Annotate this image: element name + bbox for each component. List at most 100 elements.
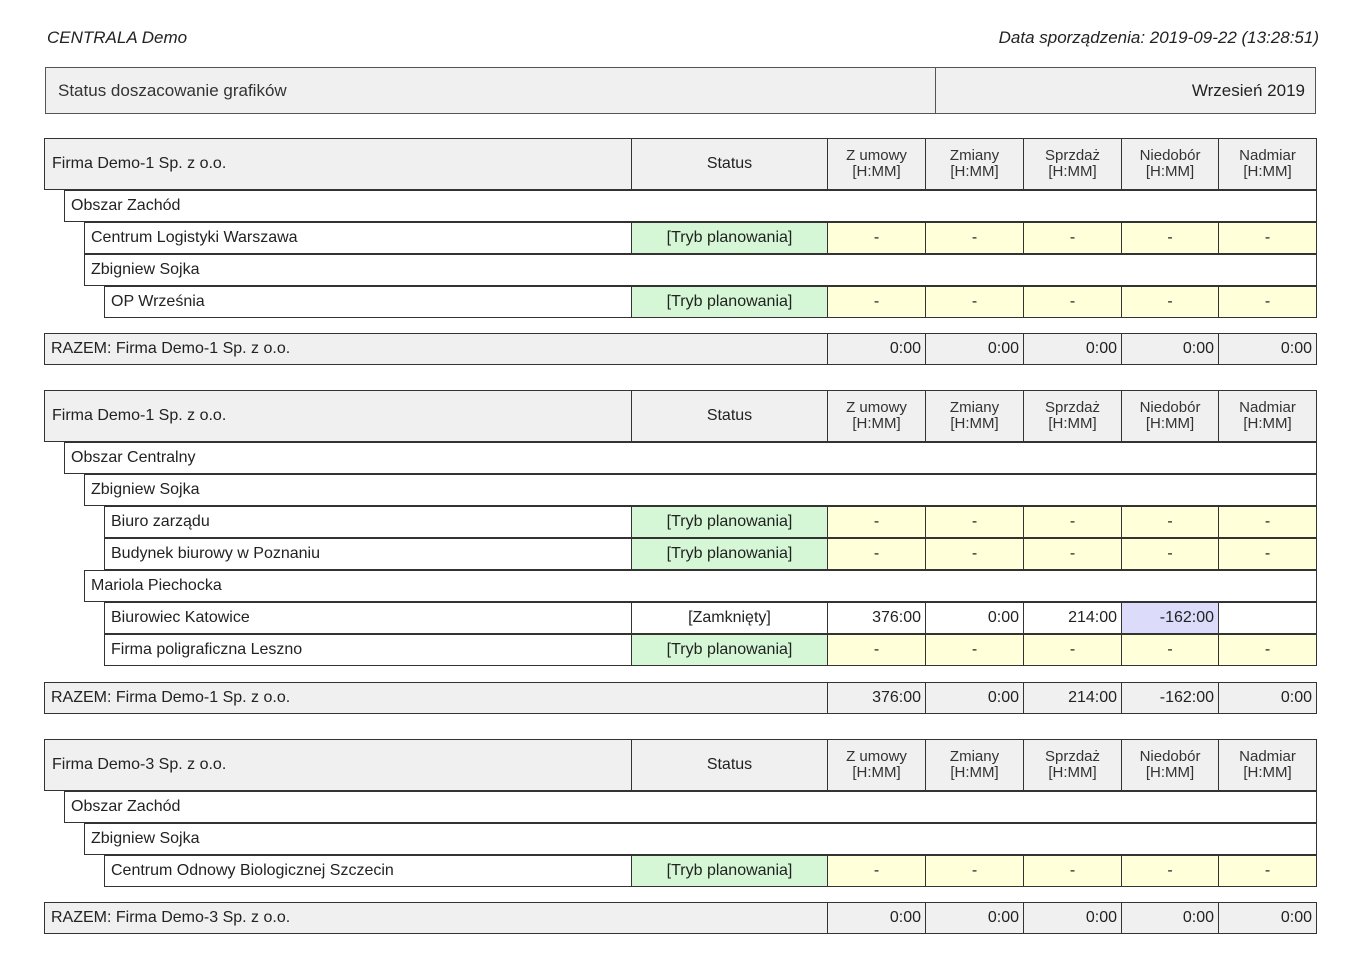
- col-niedobor-header: Niedobór [H:MM]: [1121, 739, 1219, 791]
- section-1: Firma Demo-1 Sp. z o.o. Status Z umowy [H…: [44, 138, 1318, 319]
- status-column-header: Status: [631, 390, 828, 442]
- value-cell: -: [925, 538, 1024, 570]
- region-row: Obszar Zachód: [45, 190, 1318, 223]
- col-zmiany-header: Zmiany [H:MM]: [925, 739, 1024, 791]
- value-cell: -: [827, 506, 926, 538]
- value-cell: -: [1023, 855, 1122, 887]
- value-cell: -: [827, 222, 926, 254]
- status-column-header: Status: [631, 739, 828, 791]
- company-name-cell: Firma Demo-3 Sp. z o.o.: [44, 739, 632, 791]
- report-title-box: Status doszacowanie grafików Wrzesień 20…: [45, 67, 1316, 114]
- site-row: Biuro zarządu [Tryb planowania] - - - - …: [45, 506, 1318, 539]
- total-value: 376:00: [827, 682, 926, 714]
- report-date: Data sporządzenia: 2019-09-22 (13:28:51): [998, 28, 1319, 47]
- total-value: 0:00: [925, 682, 1024, 714]
- col-niedobor-header: Niedobór [H:MM]: [1121, 138, 1219, 190]
- section-1-total: RAZEM: Firma Demo-1 Sp. z o.o. 0:00 0:00…: [44, 333, 1318, 366]
- status-badge: [Zamknięty]: [631, 602, 828, 634]
- manager-label: Zbigniew Sojka: [84, 474, 1317, 506]
- total-value: 214:00: [1023, 682, 1122, 714]
- site-row: Biurowiec Katowice [Zamknięty] 376:00 0:…: [45, 602, 1318, 635]
- col-nadmiar-header: Nadmiar [H:MM]: [1218, 138, 1317, 190]
- total-label: RAZEM: Firma Demo-1 Sp. z o.o.: [44, 682, 828, 714]
- value-cell: -: [925, 222, 1024, 254]
- site-row: Firma poligraficzna Leszno [Tryb planowa…: [45, 634, 1318, 667]
- site-row: Budynek biurowy w Poznaniu [Tryb planowa…: [45, 538, 1318, 571]
- col-z-umowy-header: Z umowy [H:MM]: [827, 739, 926, 791]
- value-cell: -: [1121, 286, 1219, 318]
- site-row: Centrum Logistyki Warszawa [Tryb planowa…: [45, 222, 1318, 255]
- total-value: 0:00: [1023, 333, 1122, 365]
- site-row: Centrum Odnowy Biologicznej Szczecin [Tr…: [45, 855, 1318, 888]
- region-label: Obszar Zachód: [64, 791, 1317, 823]
- status-column-header: Status: [631, 138, 828, 190]
- section-header-row: Firma Demo-3 Sp. z o.o. Status Z umowy [H…: [44, 739, 1318, 792]
- site-row: OP Września [Tryb planowania] - - - - -: [45, 286, 1318, 319]
- total-value: 0:00: [1023, 902, 1122, 934]
- col-zmiany-header: Zmiany [H:MM]: [925, 390, 1024, 442]
- status-badge: [Tryb planowania]: [631, 855, 828, 887]
- value-cell: -: [925, 634, 1024, 666]
- value-cell: -: [827, 538, 926, 570]
- value-cell: -: [925, 855, 1024, 887]
- value-cell: -: [1121, 855, 1219, 887]
- total-value: 0:00: [1121, 333, 1219, 365]
- report-header: CENTRALA Demo Data sporządzenia: 2019-09…: [47, 28, 1319, 50]
- value-cell: -: [1121, 634, 1219, 666]
- value-cell: -: [1218, 286, 1317, 318]
- total-value: 0:00: [1218, 682, 1317, 714]
- company-name-cell: Firma Demo-1 Sp. z o.o.: [44, 390, 632, 442]
- total-label: RAZEM: Firma Demo-3 Sp. z o.o.: [44, 902, 828, 934]
- total-row: RAZEM: Firma Demo-3 Sp. z o.o. 0:00 0:00…: [44, 902, 1318, 935]
- value-cell: -: [1218, 506, 1317, 538]
- total-value: 0:00: [1218, 902, 1317, 934]
- value-cell: -: [1218, 634, 1317, 666]
- deficit-value-cell: -162:00: [1121, 602, 1219, 634]
- total-value: 0:00: [827, 902, 926, 934]
- value-cell: -: [1023, 538, 1122, 570]
- col-sprzedaz-header: Sprzdaż [H:MM]: [1023, 739, 1122, 791]
- value-cell: -: [1023, 506, 1122, 538]
- value-cell: -: [1218, 855, 1317, 887]
- status-badge: [Tryb planowania]: [631, 634, 828, 666]
- section-header-row: Firma Demo-1 Sp. z o.o. Status Z umowy [H…: [44, 138, 1318, 191]
- value-cell: 376:00: [827, 602, 926, 634]
- total-value: 0:00: [925, 902, 1024, 934]
- manager-label: Mariola Piechocka: [84, 570, 1317, 602]
- total-deficit-value: -162:00: [1121, 682, 1219, 714]
- value-cell: -: [1218, 538, 1317, 570]
- value-cell: 214:00: [1023, 602, 1122, 634]
- manager-row: Zbigniew Sojka: [45, 474, 1318, 507]
- value-cell: -: [1121, 538, 1219, 570]
- report-period: Wrzesień 2019: [935, 68, 1315, 113]
- region-row: Obszar Zachód: [45, 791, 1318, 824]
- company-name-cell: Firma Demo-1 Sp. z o.o.: [44, 138, 632, 190]
- status-badge: [Tryb planowania]: [631, 506, 828, 538]
- value-cell: -: [925, 286, 1024, 318]
- value-cell: -: [1023, 634, 1122, 666]
- total-value: 0:00: [827, 333, 926, 365]
- status-badge: [Tryb planowania]: [631, 222, 828, 254]
- report-title: Status doszacowanie grafików: [58, 81, 287, 100]
- col-z-umowy-header: Z umowy [H:MM]: [827, 390, 926, 442]
- section-2-total: RAZEM: Firma Demo-1 Sp. z o.o. 376:00 0:…: [44, 682, 1318, 715]
- region-label: Obszar Zachód: [64, 190, 1317, 222]
- section-3: Firma Demo-3 Sp. z o.o. Status Z umowy [H…: [44, 739, 1318, 888]
- site-name: Centrum Logistyki Warszawa: [84, 222, 632, 254]
- manager-row: Zbigniew Sojka: [45, 823, 1318, 856]
- manager-row: Mariola Piechocka: [45, 570, 1318, 603]
- region-row: Obszar Centralny: [45, 442, 1318, 475]
- col-nadmiar-header: Nadmiar [H:MM]: [1218, 739, 1317, 791]
- site-name: Biuro zarządu: [104, 506, 632, 538]
- total-value: 0:00: [1121, 902, 1219, 934]
- value-cell: -: [1023, 286, 1122, 318]
- value-cell: -: [827, 286, 926, 318]
- total-value: 0:00: [1218, 333, 1317, 365]
- value-cell: 0:00: [925, 602, 1024, 634]
- value-cell: -: [1218, 222, 1317, 254]
- status-badge: [Tryb planowania]: [631, 538, 828, 570]
- manager-label: Zbigniew Sojka: [84, 254, 1317, 286]
- site-name: Biurowiec Katowice: [104, 602, 632, 634]
- total-label: RAZEM: Firma Demo-1 Sp. z o.o.: [44, 333, 828, 365]
- value-cell: -: [1121, 506, 1219, 538]
